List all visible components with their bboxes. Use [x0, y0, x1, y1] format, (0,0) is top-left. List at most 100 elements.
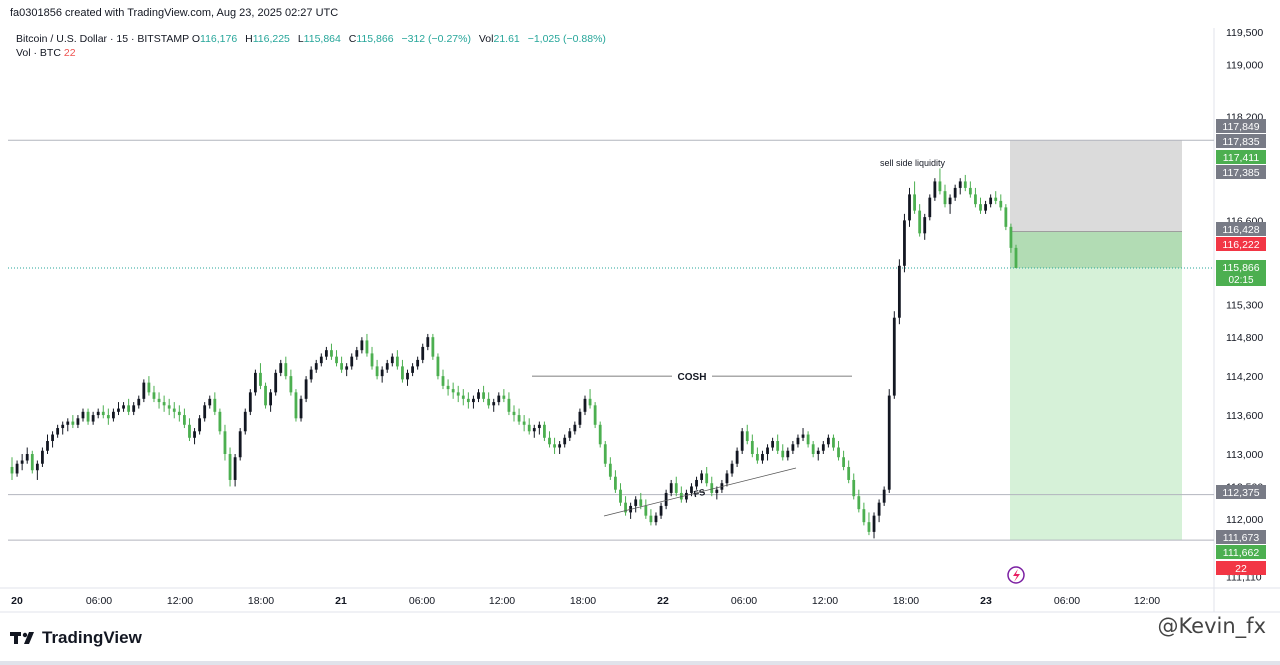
candle-body: [690, 486, 693, 493]
candle-body: [685, 492, 688, 500]
candle-body: [228, 454, 232, 480]
brand-name: TradingView: [42, 628, 142, 647]
y-tick-label: 113,000: [1226, 449, 1263, 461]
candle-body: [76, 418, 80, 425]
candle-body: [421, 346, 425, 360]
symbol-legend: Bitcoin / U.S. Dollar · 15 · BITSTAMP O1…: [16, 32, 606, 60]
target-zone: [1010, 268, 1182, 541]
candle-body: [908, 194, 911, 221]
candle-body: [35, 463, 39, 471]
y-tick-label: 114,200: [1226, 371, 1263, 383]
candle-body: [897, 265, 901, 318]
cosh-label-bg: [672, 369, 712, 383]
candle-body: [796, 437, 800, 445]
volume-indicator-label[interactable]: Vol · BTC: [16, 47, 61, 59]
candle-body: [502, 395, 506, 399]
annotation-fs: FS: [693, 487, 706, 499]
candle-body: [700, 473, 704, 480]
candle-body: [669, 483, 673, 493]
candle-body: [603, 444, 607, 464]
candle-body: [269, 392, 273, 406]
candle-body: [781, 450, 785, 458]
candle-body: [340, 363, 343, 370]
candle-body: [41, 450, 44, 464]
candle-body: [253, 372, 257, 393]
candle-body: [842, 457, 845, 467]
candle-body: [923, 217, 927, 234]
candle-body: [755, 454, 759, 461]
price-label-tag: [1216, 260, 1266, 286]
x-tick-label: 18:00: [248, 595, 274, 607]
candle-body: [847, 466, 851, 480]
candle-body: [51, 434, 54, 442]
candle-body: [948, 197, 952, 205]
candle-body: [243, 411, 247, 432]
candle-body: [1009, 226, 1013, 248]
annotation-sell-side-liquidity: sell side liquidity: [880, 158, 946, 168]
candle-body: [786, 450, 790, 458]
candle-body: [289, 376, 293, 393]
candle-body: [918, 210, 922, 234]
candle-body: [715, 489, 719, 493]
candle-body: [86, 411, 90, 422]
candle-body: [375, 366, 379, 377]
candle-body: [259, 372, 262, 386]
candle-body: [15, 463, 19, 474]
candle-body: [710, 483, 714, 493]
y-tick-label: 113,600: [1226, 410, 1263, 422]
candle-body: [522, 421, 526, 425]
candle-body: [963, 181, 967, 188]
candle-body: [984, 204, 987, 211]
candle-body: [324, 350, 328, 357]
candle-body: [776, 441, 780, 451]
lightning-icon[interactable]: [1007, 566, 1025, 584]
candle-body: [507, 398, 511, 412]
candle-body: [66, 421, 70, 425]
candle-body: [152, 392, 156, 399]
candle-body: [365, 340, 369, 354]
candle-body: [314, 363, 318, 370]
candle-body: [355, 350, 359, 357]
x-tick-label: 12:00: [812, 595, 838, 607]
candle-body: [826, 437, 830, 445]
candle-body: [877, 502, 881, 516]
candle-body: [654, 515, 658, 523]
candle-body: [674, 483, 678, 493]
price-change: −312 (−0.27%): [401, 33, 471, 45]
candle-body: [852, 479, 856, 497]
candle-body: [568, 431, 572, 438]
open-value: 116,176: [200, 33, 238, 45]
price-label-tag: [1216, 150, 1266, 164]
candle-body: [882, 489, 886, 503]
candle-body: [157, 398, 161, 403]
price-label-tag: [1216, 561, 1266, 575]
candle-body: [213, 398, 217, 412]
candle-body: [517, 415, 521, 422]
candle-body: [223, 431, 227, 455]
candle-body: [725, 473, 729, 484]
candle-body: [446, 385, 450, 390]
candle-body: [142, 382, 146, 399]
candle-body: [466, 398, 470, 403]
candle-body: [892, 317, 896, 396]
candle-body: [248, 392, 252, 412]
candle-body: [294, 392, 298, 419]
symbol-name[interactable]: Bitcoin / U.S. Dollar · 15 · BITSTAMP: [16, 33, 189, 45]
candle-body: [172, 408, 176, 412]
candle-body: [233, 457, 237, 480]
candle-body: [537, 424, 541, 429]
tradingview-logo[interactable]: TradingView: [10, 628, 142, 648]
candle-body: [745, 431, 749, 442]
price-label-tag: [1216, 545, 1266, 559]
candle-body: [1004, 207, 1008, 227]
price-label-tag: [1216, 530, 1266, 544]
price-label-text: 117,835: [1222, 136, 1259, 148]
x-tick-label: 18:00: [893, 595, 919, 607]
candle-body: [117, 408, 120, 412]
candle-body: [10, 466, 14, 474]
candle-body: [274, 372, 278, 393]
high-value: 116,225: [252, 33, 290, 45]
price-label-text: 115,866: [1222, 262, 1259, 274]
candle-body: [330, 350, 333, 357]
